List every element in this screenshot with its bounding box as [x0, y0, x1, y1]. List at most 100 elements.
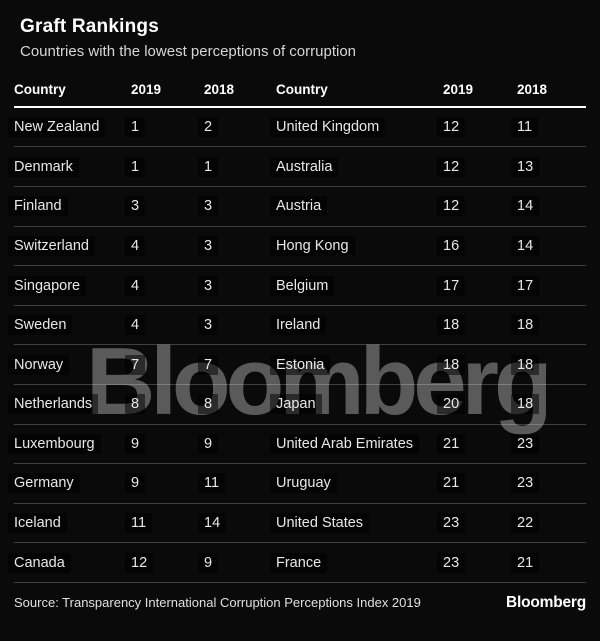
- rank-2018-cell: 11: [511, 117, 586, 138]
- rank-2019-cell: 9: [125, 433, 204, 454]
- rank-2018-cell: 3: [198, 196, 276, 217]
- country-cell: Iceland: [8, 513, 131, 534]
- rank-2018-cell: 9: [198, 552, 276, 573]
- country-cell: Austria: [270, 196, 443, 217]
- source-note: Source: Transparency International Corru…: [14, 594, 421, 610]
- rank-2018-cell: 3: [198, 235, 276, 256]
- rank-2019-cell: 12: [437, 117, 517, 138]
- rank-2018-cell: 14: [511, 235, 586, 256]
- rank-2019-cell: 4: [125, 275, 204, 296]
- table-row: Switzerland 4 3 Hong Kong 16 14: [8, 227, 586, 267]
- bloomberg-logo: Bloomberg: [505, 593, 586, 611]
- column-header-2019-right: 2019: [443, 81, 474, 97]
- rank-2019-cell: 17: [437, 275, 517, 296]
- table-row: Luxembourg 9 9 United Arab Emirates 21 23: [8, 425, 586, 465]
- table-row: Sweden 4 3 Ireland 18 18: [8, 306, 586, 346]
- rank-2018-cell: 7: [198, 354, 276, 375]
- page-title: Graft Rankings: [20, 16, 159, 37]
- rank-2019-cell: 1: [125, 156, 204, 177]
- country-cell: Norway: [8, 354, 131, 375]
- rank-2019-cell: 18: [437, 354, 517, 375]
- column-header-2018-right: 2018: [517, 81, 548, 97]
- rank-2018-cell: 11: [198, 473, 276, 494]
- table-row: Norway 7 7 Estonia 18 18: [8, 345, 586, 385]
- rank-2019-cell: 12: [437, 196, 517, 217]
- table-row: New Zealand 1 2 United Kingdom 12 11: [8, 108, 586, 148]
- rank-2018-cell: 8: [198, 394, 276, 415]
- rank-2019-cell: 16: [437, 235, 517, 256]
- country-cell: United Arab Emirates: [270, 433, 443, 454]
- country-cell: Finland: [8, 196, 131, 217]
- rank-2018-cell: 21: [511, 552, 586, 573]
- column-header-country-right: Country: [276, 81, 328, 97]
- country-cell: Switzerland: [8, 235, 131, 256]
- country-cell: Australia: [270, 156, 443, 177]
- country-cell: Ireland: [270, 315, 443, 336]
- rank-2018-cell: 23: [511, 433, 586, 454]
- country-cell: Netherlands: [8, 394, 131, 415]
- column-header-2018-left: 2018: [204, 81, 235, 97]
- rank-2018-cell: 18: [511, 354, 586, 375]
- rank-2019-cell: 8: [125, 394, 204, 415]
- table-body: New Zealand 1 2 United Kingdom 12 11 Denmark 1 1…: [8, 108, 586, 583]
- rank-2019-cell: 4: [125, 315, 204, 336]
- country-cell: Estonia: [270, 354, 443, 375]
- country-cell: Germany: [8, 473, 131, 494]
- rank-2018-cell: 9: [198, 433, 276, 454]
- rank-2018-cell: 13: [511, 156, 586, 177]
- table-row: Singapore 4 3 Belgium 17 17: [8, 266, 586, 306]
- table-row: Germany 9 11 Uruguay 21 23: [8, 464, 586, 504]
- rankings-table: Bloomberg Country 2019 2018 Country 2019…: [8, 82, 586, 583]
- table-row: Canada 12 9 France 23 21: [8, 543, 586, 583]
- rank-2019-cell: 3: [125, 196, 204, 217]
- rank-2019-cell: 1: [125, 117, 204, 138]
- chart-footer: Source: Transparency International Corru…: [14, 594, 586, 612]
- rank-2019-cell: 11: [125, 513, 204, 534]
- rank-2019-cell: 21: [437, 473, 517, 494]
- country-cell: Denmark: [8, 156, 131, 177]
- page-subtitle: Countries with the lowest perceptions of…: [20, 42, 357, 60]
- rank-2018-cell: 3: [198, 275, 276, 296]
- rank-2019-cell: 23: [437, 513, 517, 534]
- country-cell: Singapore: [8, 275, 131, 296]
- table-header-row: Country 2019 2018 Country 2019 2018: [14, 82, 586, 108]
- country-cell: Belgium: [270, 275, 443, 296]
- country-cell: Sweden: [8, 315, 131, 336]
- rank-2019-cell: 12: [125, 552, 204, 573]
- rank-2019-cell: 20: [437, 394, 517, 415]
- rank-2018-cell: 18: [511, 315, 586, 336]
- rank-2019-cell: 23: [437, 552, 517, 573]
- country-cell: New Zealand: [8, 117, 131, 138]
- country-cell: Hong Kong: [270, 235, 443, 256]
- table-row: Netherlands 8 8 Japan 20 18: [8, 385, 586, 425]
- country-cell: France: [270, 552, 443, 573]
- rank-2018-cell: 2: [198, 117, 276, 138]
- rank-2019-cell: 9: [125, 473, 204, 494]
- country-cell: United States: [270, 513, 443, 534]
- rank-2018-cell: 22: [511, 513, 586, 534]
- country-cell: Uruguay: [270, 473, 443, 494]
- rank-2018-cell: 1: [198, 156, 276, 177]
- rank-2019-cell: 12: [437, 156, 517, 177]
- rank-2018-cell: 17: [511, 275, 586, 296]
- country-cell: United Kingdom: [270, 117, 443, 138]
- chart-header: Graft Rankings Countries with the lowest…: [0, 0, 600, 61]
- rank-2019-cell: 21: [437, 433, 517, 454]
- rank-2018-cell: 14: [198, 513, 276, 534]
- rank-2018-cell: 3: [198, 315, 276, 336]
- rank-2019-cell: 18: [437, 315, 517, 336]
- rank-2018-cell: 18: [511, 394, 586, 415]
- rank-2019-cell: 4: [125, 235, 204, 256]
- rank-2018-cell: 14: [511, 196, 586, 217]
- country-cell: Luxembourg: [8, 433, 131, 454]
- country-cell: Japan: [270, 394, 443, 415]
- country-cell: Canada: [8, 552, 131, 573]
- rank-2019-cell: 7: [125, 354, 204, 375]
- table-row: Iceland 11 14 United States 23 22: [8, 504, 586, 544]
- table-row: Finland 3 3 Austria 12 14: [8, 187, 586, 227]
- column-header-2019-left: 2019: [131, 81, 162, 97]
- rank-2018-cell: 23: [511, 473, 586, 494]
- table-row: Denmark 1 1 Australia 12 13: [8, 147, 586, 188]
- column-header-country-left: Country: [14, 81, 66, 97]
